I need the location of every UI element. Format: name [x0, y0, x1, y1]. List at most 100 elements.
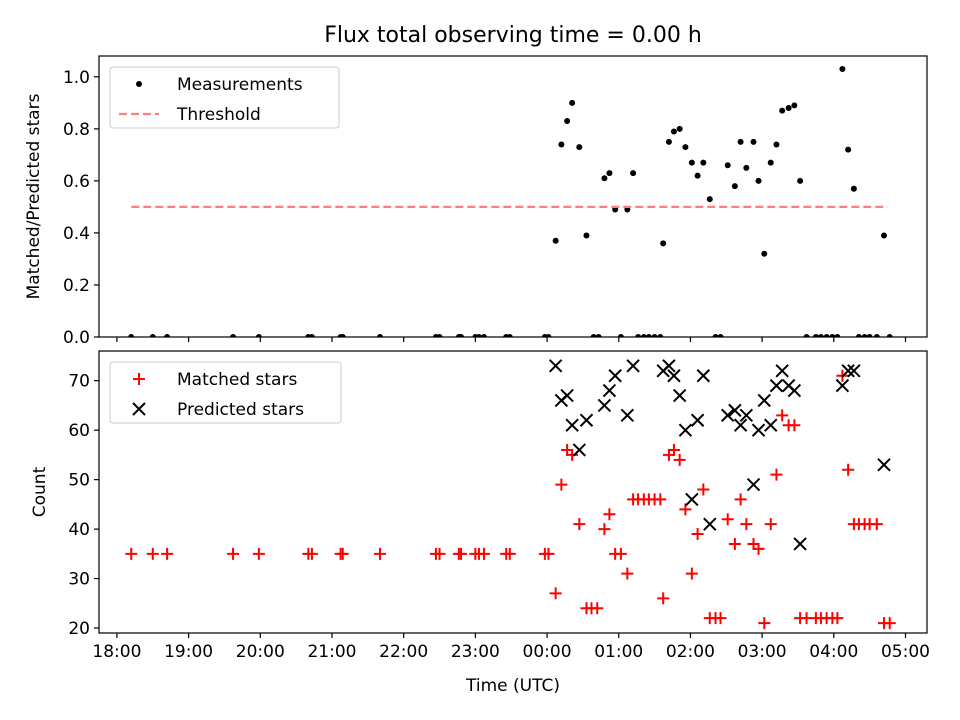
predicted-star-point	[728, 403, 742, 418]
measurement-point	[564, 118, 571, 125]
predicted-star-point	[602, 383, 617, 398]
matched-star-point	[503, 547, 516, 560]
measurement-point	[850, 185, 857, 192]
measurement-point	[630, 170, 637, 177]
predicted-star-point	[685, 492, 699, 507]
measurement-point	[635, 334, 642, 337]
measurement-point	[624, 206, 631, 213]
measurement-point	[873, 334, 880, 337]
matched-star-point	[764, 518, 777, 531]
predicted-star-point	[608, 369, 622, 383]
matched-star-point	[146, 547, 159, 560]
predicted-star-point	[757, 393, 771, 408]
measurement-point	[558, 141, 565, 148]
x-tick-label: 04:00	[809, 642, 858, 662]
matched-star-point	[770, 468, 783, 481]
measurement-point	[761, 250, 768, 257]
measurement-point	[670, 128, 677, 135]
predicted-star-point	[835, 378, 850, 393]
measurement-point	[717, 334, 724, 337]
measurement-point	[731, 183, 738, 190]
matched-star-point	[161, 547, 174, 560]
y-tick-label: 0.8	[63, 120, 90, 140]
matched-star-point	[549, 587, 562, 600]
y-axis-label: Count	[30, 466, 50, 517]
predicted-star-point	[764, 418, 778, 432]
predicted-star-point	[667, 369, 681, 383]
matched-star-point	[870, 518, 883, 531]
matched-star-point	[227, 547, 240, 560]
x-tick-label: 03:00	[738, 642, 787, 662]
matched-star-point	[374, 547, 387, 560]
measurement-point	[606, 170, 613, 177]
measurement-point	[576, 144, 583, 151]
measurement-point	[458, 334, 465, 337]
measurement-point	[700, 159, 707, 166]
measurement-point	[601, 175, 608, 182]
predicted-star-point	[733, 418, 748, 432]
matched-star-point	[654, 493, 667, 506]
x-tick-label: 19:00	[164, 642, 213, 662]
predicted-star-point	[841, 364, 855, 378]
matched-star-point	[573, 518, 586, 531]
measurement-point	[797, 177, 804, 184]
measurement-point	[545, 334, 552, 337]
measurement-point	[682, 144, 689, 151]
measurement-point	[339, 334, 346, 337]
measurement-point	[665, 138, 672, 145]
predicted-star-point	[662, 359, 676, 373]
y-tick-label: 20	[68, 619, 90, 639]
matched-star-point	[758, 617, 771, 630]
measurement-point	[855, 334, 862, 337]
measurement-point	[480, 334, 487, 337]
y-tick-label: 1.0	[63, 68, 90, 88]
axes-frame	[98, 55, 928, 338]
y-tick-label: 30	[68, 570, 90, 590]
measurement-point	[617, 334, 624, 337]
measurement-point	[436, 334, 443, 337]
measurement-point	[128, 334, 135, 337]
measurement-point	[737, 138, 744, 145]
matched-star-point	[477, 547, 490, 560]
predicted-star-point	[751, 423, 766, 437]
predicted-star-point	[548, 359, 563, 373]
measurement-point	[676, 125, 683, 132]
matched-star-point	[667, 443, 680, 456]
matched-star-point	[433, 547, 446, 560]
predicted-star-point	[672, 388, 687, 403]
y-axis-label: Matched/Predicted stars	[24, 93, 44, 299]
predicted-star-point	[565, 418, 579, 432]
bottom-panel: 20 30 40 50 60 70 18:00 19:00 20:00 21:00 22:00 23:…	[30, 350, 930, 696]
matched-star-point	[591, 602, 604, 615]
measurement-point	[834, 334, 841, 337]
predicted-star-point	[720, 408, 735, 423]
legend-predicted-swatch	[132, 402, 146, 416]
matched-star-point	[788, 419, 801, 432]
matched-star-point	[752, 542, 765, 555]
x-tick-label: 01:00	[594, 642, 643, 662]
matched-star-point	[740, 518, 753, 531]
plot-area	[128, 66, 893, 337]
y-tick-label: 0.0	[63, 328, 90, 348]
measurement-point	[750, 138, 757, 145]
measurement-point	[706, 196, 713, 203]
measurement-point	[886, 334, 893, 337]
measurement-point	[773, 141, 780, 148]
matched-star-point	[542, 547, 555, 560]
x-tick-label: 22:00	[379, 642, 428, 662]
measurement-point	[694, 172, 701, 179]
measurement-point	[688, 159, 695, 166]
measurement-point	[791, 102, 798, 109]
matched-star-point	[614, 547, 627, 560]
measurement-point	[845, 146, 852, 153]
measurement-point	[839, 66, 846, 73]
legend-measurement-swatch	[136, 81, 142, 87]
predicted-star-point	[703, 517, 717, 531]
y-tick-label: 0.6	[63, 172, 90, 192]
predicted-star-point	[877, 458, 891, 472]
matched-star-point	[691, 528, 704, 541]
predicted-star-point	[746, 477, 761, 492]
predicted-star-point	[579, 413, 594, 427]
predicted-star-point	[626, 359, 640, 373]
matched-star-point	[728, 537, 741, 550]
